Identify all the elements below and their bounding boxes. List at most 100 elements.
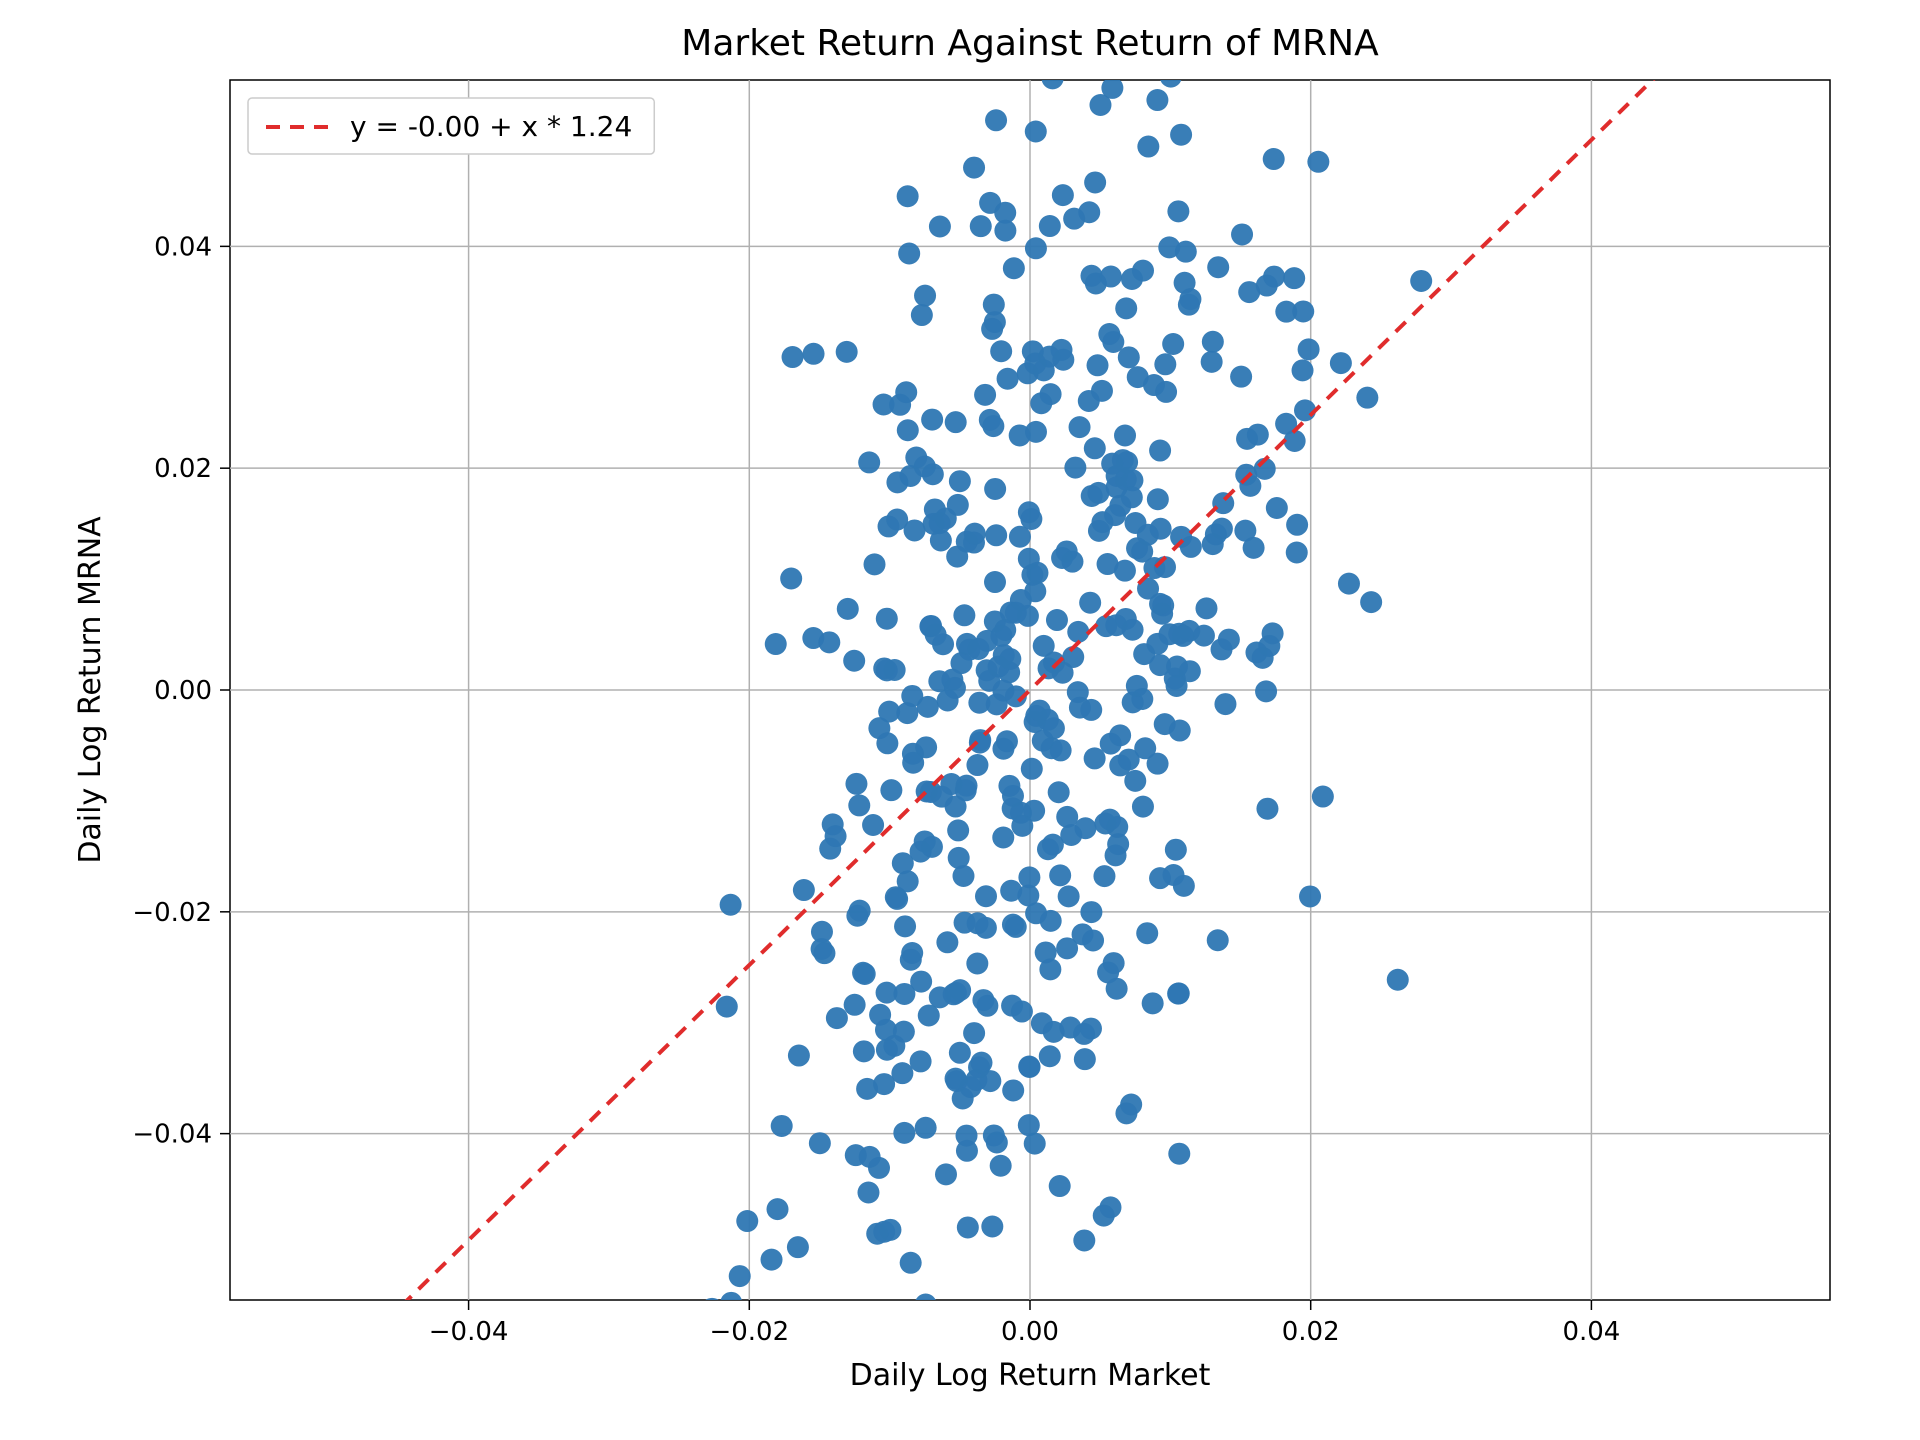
data-point [876,1039,898,1061]
data-point [1299,885,1321,907]
data-point [1202,331,1224,353]
y-axis-label: Daily Log Return MRNA [73,516,108,864]
data-point [852,962,874,984]
data-point [966,953,988,975]
data-point [848,794,870,816]
data-point [736,1210,758,1232]
data-point [1094,813,1116,835]
data-point [947,494,969,516]
data-point [985,109,1007,131]
data-point [793,879,815,901]
data-point [761,1249,783,1271]
data-point [858,451,880,473]
data-point [1180,536,1202,558]
data-point [1093,865,1115,887]
data-point [981,318,1003,340]
x-tick-label: 0.00 [1001,1317,1059,1347]
data-point [1167,200,1189,222]
data-point [1286,514,1308,536]
data-point [1102,331,1124,353]
data-point [984,571,1006,593]
data-point [1266,497,1288,519]
data-point [1082,929,1104,951]
data-point [983,294,1005,316]
data-point [969,732,991,754]
chart-title: Market Return Against Return of MRNA [681,23,1379,64]
data-point [843,650,865,672]
x-tick-label: −0.04 [429,1317,509,1347]
chart-svg: −0.04−0.020.000.020.04 −0.04−0.020.000.0… [0,0,1920,1440]
data-point [716,996,738,1018]
data-point [1195,597,1217,619]
data-point [1018,1114,1040,1136]
data-point [782,346,804,368]
data-point [963,157,985,179]
data-point [1172,625,1194,647]
data-point [1039,958,1061,980]
data-point [945,1068,967,1090]
data-point [836,341,858,363]
data-point [1207,256,1229,278]
data-point [1168,1143,1190,1165]
data-point [956,633,978,655]
data-point [1133,643,1155,665]
data-point [1002,1079,1024,1101]
data-point [1024,353,1046,375]
data-point [1263,148,1285,170]
data-point [1093,1205,1115,1227]
data-point [729,1265,751,1287]
data-point [893,983,915,1005]
data-point [945,411,967,433]
data-point [979,1070,1001,1092]
data-point [1025,237,1047,259]
data-point [1387,969,1409,991]
data-point [826,1007,848,1029]
data-point [1146,89,1168,111]
data-point [1087,482,1109,504]
data-point [1292,359,1314,381]
data-point [809,1132,831,1154]
data-point [1124,512,1146,534]
data-point [1137,136,1159,158]
data-point [956,1125,978,1147]
legend-label: y = -0.00 + x * 1.24 [350,110,632,143]
data-point [1074,1048,1096,1070]
data-point [985,524,1007,546]
data-point [897,419,919,441]
data-point [1330,352,1352,374]
data-point [788,1045,810,1067]
data-point [1167,983,1189,1005]
data-point [994,202,1016,224]
data-point [1132,796,1154,818]
data-point [893,1122,915,1144]
data-point [1080,265,1102,287]
x-axis-label: Daily Log Return Market [850,1358,1211,1393]
scatter-chart: −0.04−0.020.000.020.04 −0.04−0.020.000.0… [0,0,1920,1440]
data-point [1101,77,1123,99]
data-point [982,415,1004,437]
data-point [889,394,911,416]
data-point [972,989,994,1011]
data-point [1158,236,1180,258]
y-tick-label: 0.00 [154,676,212,706]
data-point [1239,475,1261,497]
data-point [1169,720,1191,742]
data-point [1063,208,1085,230]
data-point [947,819,969,841]
data-point [1091,380,1113,402]
data-point [1103,952,1125,974]
data-point [1109,495,1131,517]
data-point [1410,270,1432,292]
data-point [900,1252,922,1274]
data-point [963,1022,985,1044]
x-tick-label: −0.02 [709,1317,789,1347]
data-point [970,215,992,237]
data-point [974,384,996,406]
data-point [886,888,908,910]
x-tick-label: 0.02 [1282,1317,1340,1347]
data-point [910,1050,932,1072]
data-point [894,915,916,937]
data-point [930,529,952,551]
data-point [975,917,997,939]
data-point [803,343,825,365]
